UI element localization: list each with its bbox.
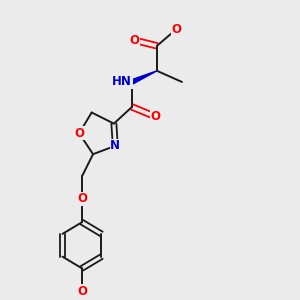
Text: N: N <box>110 139 120 152</box>
Polygon shape <box>131 71 157 84</box>
Text: HN: HN <box>112 75 132 88</box>
Text: O: O <box>74 127 84 140</box>
Text: O: O <box>171 23 182 36</box>
Text: O: O <box>130 34 140 47</box>
Text: O: O <box>77 192 87 205</box>
Text: O: O <box>77 285 87 298</box>
Text: O: O <box>151 110 160 123</box>
